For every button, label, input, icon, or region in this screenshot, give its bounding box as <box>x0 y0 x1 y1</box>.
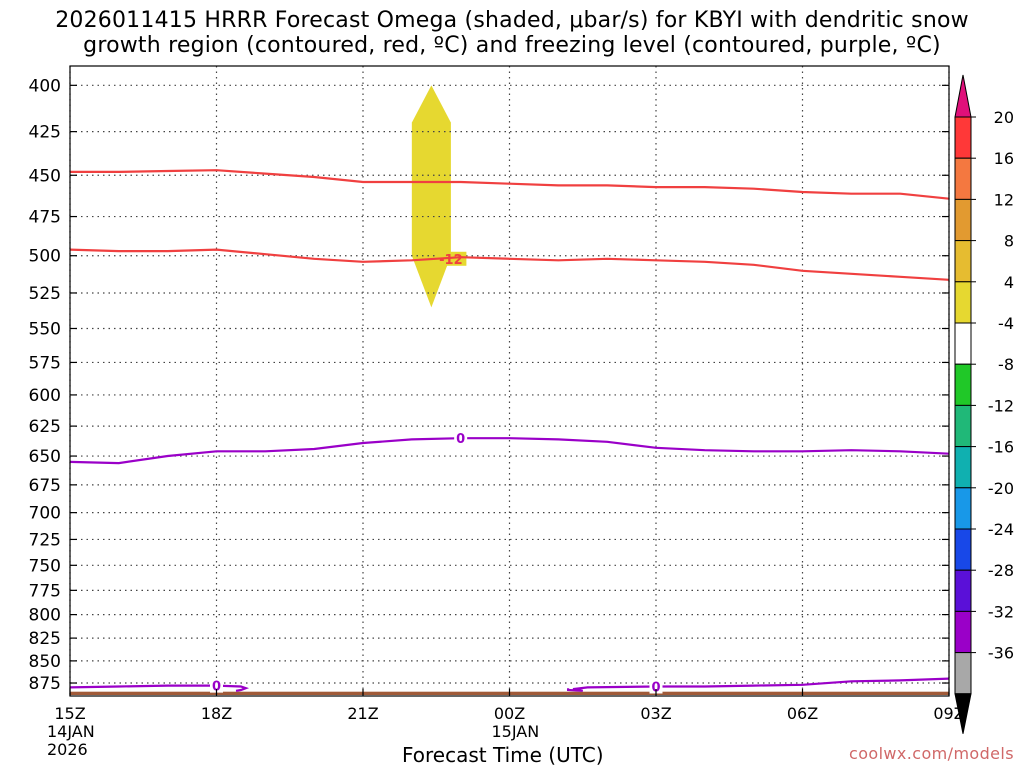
x-tick-label: 00Z <box>494 704 525 723</box>
contour-line <box>69 248 950 281</box>
colorbar-label: 4 <box>1004 273 1014 292</box>
colorbar-label: -12 <box>988 396 1014 415</box>
title-line-1: 2026011415 HRRR Forecast Omega (shaded, … <box>55 8 969 33</box>
colorbar-label: 20 <box>994 108 1014 127</box>
x-tick-label: 15Z <box>54 704 85 723</box>
colorbar-label: 8 <box>1004 232 1014 251</box>
colorbar-segment <box>954 569 972 612</box>
colorbar-label: -8 <box>998 355 1014 374</box>
contour-line <box>567 677 950 692</box>
colorbar-segment <box>954 652 972 695</box>
y-tick-label: 500 <box>29 247 61 267</box>
contour-label-bg <box>454 431 468 446</box>
contour-label: 0 <box>456 432 465 447</box>
y-tick-label: 750 <box>29 556 61 576</box>
credit-link[interactable]: coolwx.com/models <box>849 744 1014 763</box>
contour-line <box>69 684 250 692</box>
contour-line <box>69 437 950 465</box>
colorbar-top-arrow <box>954 74 972 118</box>
colorbar-label: -28 <box>988 561 1014 580</box>
y-tick-label: 675 <box>29 476 61 496</box>
contour-label: 0 <box>651 681 660 696</box>
colorbar-label: -20 <box>988 479 1014 498</box>
y-tick-label: 775 <box>29 581 61 601</box>
x-tick-sublabel: 2026 <box>47 740 88 759</box>
y-tick-label: 450 <box>29 166 61 186</box>
contour-label-bg <box>210 678 223 693</box>
colorbar-label: -24 <box>988 520 1014 539</box>
contour-label-bg <box>649 679 663 694</box>
omega-shaded-region <box>411 85 451 308</box>
contour-label: -12 <box>439 253 463 268</box>
y-tick-label: 875 <box>29 674 61 694</box>
x-tick-label: 06Z <box>787 704 818 723</box>
chart-title: 2026011415 HRRR Forecast Omega (shaded, … <box>0 8 1024 58</box>
colorbar-segment <box>954 198 972 242</box>
colorbar-segment <box>954 610 972 654</box>
x-tick-label: 18Z <box>201 704 232 723</box>
colorbar-segment <box>954 446 972 489</box>
y-tick-label: 700 <box>29 504 61 524</box>
colorbar-label: -32 <box>988 602 1014 621</box>
colorbar-segment <box>954 404 972 448</box>
colorbar-segment <box>954 240 972 283</box>
y-tick-label: 850 <box>29 652 61 672</box>
x-tick-sublabel: 14JAN <box>47 722 95 741</box>
colorbar-segment <box>954 157 972 200</box>
y-tick-label: 650 <box>29 447 61 467</box>
colorbar-label: -16 <box>988 438 1014 457</box>
x-tick-sublabel: 15JAN <box>492 722 540 741</box>
y-tick-label: 425 <box>29 123 61 143</box>
colorbar-segment <box>954 281 972 324</box>
colorbar-label: -4 <box>998 314 1014 333</box>
colorbar-segment <box>954 487 972 530</box>
y-tick-label: 550 <box>29 319 61 339</box>
contour-label: 0 <box>212 680 221 695</box>
y-tick-label: 800 <box>29 606 61 626</box>
y-tick-label: 825 <box>29 629 61 649</box>
y-tick-label: 625 <box>29 417 61 437</box>
colorbar-label: -36 <box>988 644 1014 663</box>
y-tick-label: 600 <box>29 386 61 406</box>
colorbar-segment <box>954 528 972 571</box>
x-axis-title: Forecast Time (UTC) <box>402 743 604 767</box>
colorbar-segment <box>954 363 972 406</box>
title-line-2: growth region (contoured, red, ºC) and f… <box>83 33 941 58</box>
x-tick-label: 03Z <box>640 704 671 723</box>
colorbar-segment <box>954 322 972 365</box>
contour-line <box>70 169 950 200</box>
x-tick-label: 21Z <box>347 704 378 723</box>
y-tick-label: 725 <box>29 530 61 550</box>
colorbar-segment <box>954 116 972 159</box>
y-tick-label: 575 <box>29 353 61 373</box>
colorbar-bottom-arrow <box>954 693 972 734</box>
x-tick-label: 09Z <box>933 704 964 723</box>
colorbar-label: 12 <box>994 190 1014 209</box>
y-tick-label: 400 <box>29 76 61 96</box>
colorbar-label: 16 <box>994 149 1014 168</box>
y-tick-label: 475 <box>29 208 61 228</box>
y-tick-label: 525 <box>29 284 61 304</box>
